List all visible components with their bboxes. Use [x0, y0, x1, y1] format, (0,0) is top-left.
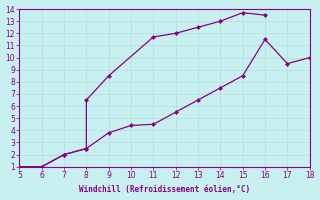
- X-axis label: Windchill (Refroidissement éolien,°C): Windchill (Refroidissement éolien,°C): [79, 185, 250, 194]
